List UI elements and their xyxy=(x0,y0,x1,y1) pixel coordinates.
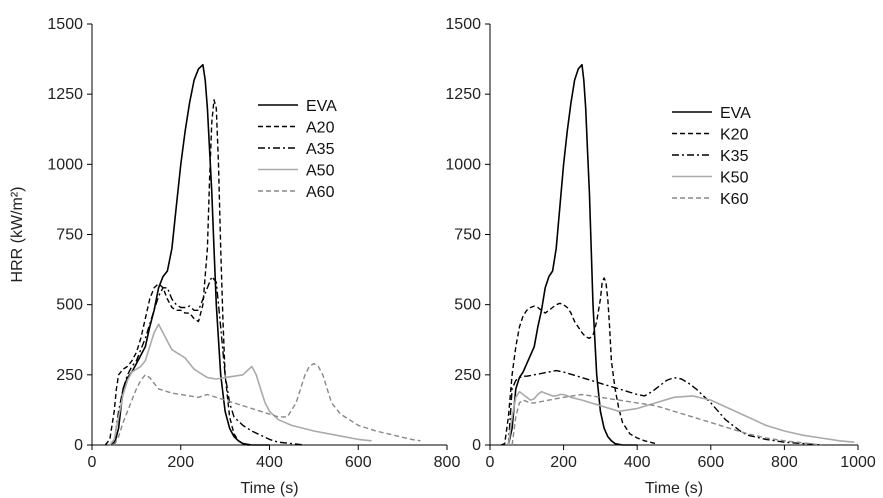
y-tick-label: 1250 xyxy=(47,86,83,103)
series-line-k60 xyxy=(511,393,822,446)
y-tick-label: 1000 xyxy=(445,156,481,173)
y-tick-label: 500 xyxy=(56,297,83,314)
y-tick-label: 250 xyxy=(454,367,481,384)
x-tick-label: 800 xyxy=(771,454,798,471)
y-tick-label: 1250 xyxy=(445,86,481,103)
legend: EVA A20 A35 A50 A60 xyxy=(258,98,337,201)
legend: EVA K20 K35 K50 K60 xyxy=(672,105,751,208)
x-tick-label: 400 xyxy=(624,454,651,471)
legend-label-a35: A35 xyxy=(306,141,335,158)
legend-label-a60: A60 xyxy=(306,184,335,201)
x-tick-label: 800 xyxy=(434,454,461,471)
series-line-k20 xyxy=(500,277,656,446)
y-tick-label: 750 xyxy=(454,227,481,244)
legend-label-k20: K20 xyxy=(720,127,749,144)
y-tick-label: 0 xyxy=(74,437,83,454)
series-line-eva xyxy=(113,63,270,446)
series-line-a20 xyxy=(104,99,252,446)
x-axis-title: Time (s) xyxy=(240,480,298,497)
x-tick-label: 600 xyxy=(697,454,724,471)
series-line-k35 xyxy=(507,369,822,446)
x-tick-label: 200 xyxy=(550,454,577,471)
series-line-a50 xyxy=(109,323,372,446)
legend-label-k35: K35 xyxy=(720,148,749,165)
x-tick-label: 1000 xyxy=(840,454,876,471)
x-tick-label: 200 xyxy=(167,454,194,471)
legend-label-k50: K50 xyxy=(720,170,749,187)
series-line-a35 xyxy=(109,275,306,446)
series-line-eva xyxy=(507,63,638,446)
y-tick-label: 1500 xyxy=(445,16,481,33)
legend-label-a20: A20 xyxy=(306,120,335,137)
legend-label-eva: EVA xyxy=(306,98,337,115)
y-tick-label: 250 xyxy=(56,367,83,384)
x-tick-label: 600 xyxy=(345,454,372,471)
x-tick-label: 0 xyxy=(88,454,97,471)
series-line-a60 xyxy=(113,362,421,446)
y-tick-label: 1500 xyxy=(47,16,83,33)
x-tick-label: 400 xyxy=(256,454,283,471)
y-axis-title: HRR (kW/m²) xyxy=(9,187,26,283)
right-chart-panel: 0 200 400 600 800 1000 0 250 500 750 1000 1250 1500 T… xyxy=(445,16,875,497)
y-tick-label: 500 xyxy=(454,297,481,314)
legend-label-k60: K60 xyxy=(720,191,749,208)
legend-label-a50: A50 xyxy=(306,163,335,180)
y-tick-label: 750 xyxy=(56,227,83,244)
y-tick-label: 1000 xyxy=(47,156,83,173)
x-axis-title: Time (s) xyxy=(645,480,703,497)
legend-label-eva: EVA xyxy=(720,105,751,122)
y-tick-label: 0 xyxy=(472,437,481,454)
series-line-k50 xyxy=(507,390,855,446)
left-chart-panel: 0 200 400 600 800 0 250 500 750 1000 1250 1500 Time … xyxy=(9,16,460,497)
x-tick-label: 0 xyxy=(486,454,495,471)
